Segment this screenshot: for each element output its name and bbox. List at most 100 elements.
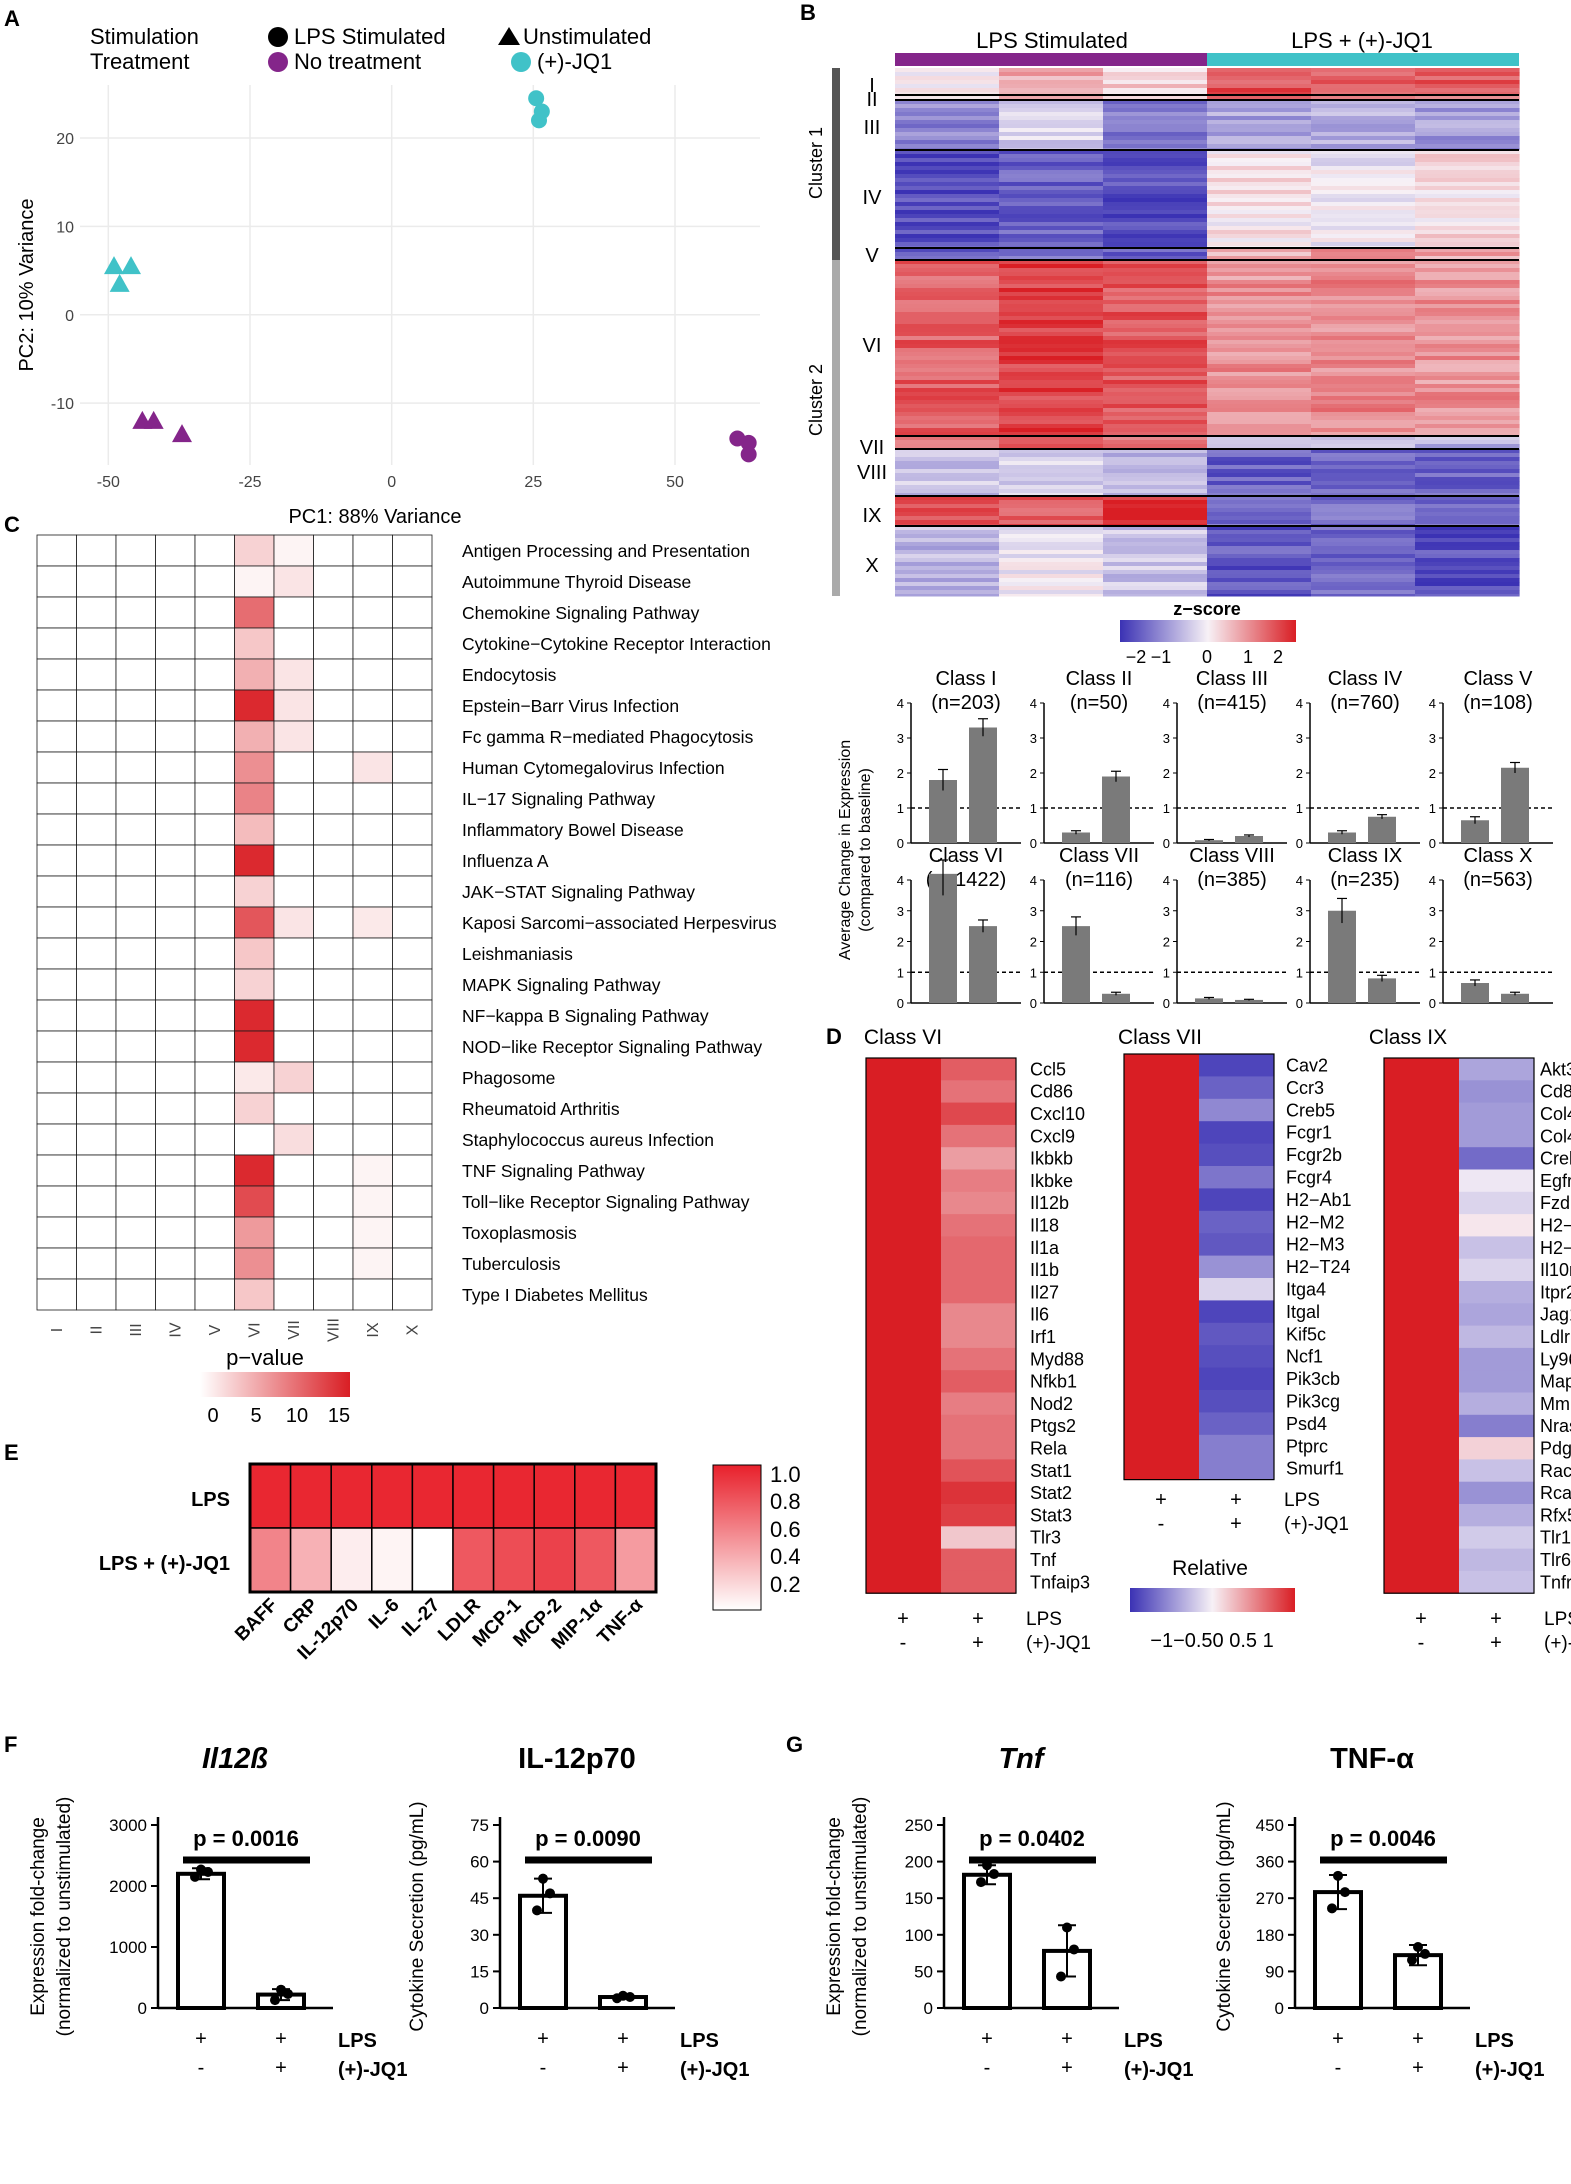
- data-point: [196, 1864, 206, 1875]
- heatmap-cell: [895, 404, 1000, 409]
- heatmap-cell: [1103, 554, 1208, 559]
- heatmap-cell: [1311, 202, 1416, 207]
- heatmap-cell: [999, 320, 1104, 325]
- heatmap-cell: [1207, 504, 1312, 509]
- class-bar-n: (n=235): [1330, 869, 1400, 891]
- heatmap-cell: [1415, 420, 1520, 425]
- heatmap-cell: [1415, 590, 1520, 595]
- heatmap-cell: [1415, 95, 1520, 100]
- heatmap-cell: [1311, 194, 1416, 199]
- heatmap-cell: [895, 284, 1000, 289]
- gene-label: Stat2: [1030, 1483, 1072, 1503]
- heatmap-cell: [1311, 530, 1416, 535]
- pathway-cell: [36, 1123, 77, 1156]
- data-point: [976, 1877, 986, 1888]
- heatmap-cell: [1103, 542, 1208, 547]
- y-tick-label: 60: [470, 1853, 489, 1872]
- heatmap-cell: [895, 140, 1000, 145]
- pathway-cell: [76, 565, 117, 598]
- heatmap-cell: [1207, 424, 1312, 429]
- pathway-cell: [115, 565, 156, 598]
- heatmap-cell: [1415, 174, 1520, 179]
- heatmap-cell: [895, 252, 1000, 257]
- heatmap-cell: [999, 284, 1104, 289]
- heatmap-cell: [1311, 469, 1416, 474]
- heatmap-cell: [999, 84, 1104, 89]
- heatmap-cell: [895, 256, 1000, 261]
- heatmap-cell-lps: [1124, 1054, 1199, 1077]
- heatmap-cell-jq1: [941, 1214, 1016, 1237]
- y-axis-label: (normalized to unstimulated): [850, 1797, 871, 2037]
- heatmap-cell: [1103, 104, 1208, 109]
- pca-points: [104, 90, 757, 463]
- gene-label: Tlr3: [1030, 1528, 1061, 1548]
- class-bar-title: Class I: [935, 668, 996, 690]
- heatmap-cell: [895, 512, 1000, 517]
- heatmap-cell: [1415, 116, 1520, 121]
- heatmap-cell: [1311, 586, 1416, 591]
- heatmap-cell: [1207, 116, 1312, 121]
- heatmap-cell: [1311, 174, 1416, 179]
- pathway-cell: [155, 1185, 196, 1218]
- pathway-cell: [392, 1216, 433, 1249]
- pathway-cell: [36, 968, 77, 1001]
- heatmap-cell-jq1: [1459, 1191, 1534, 1215]
- heatmap-cell: [999, 80, 1104, 85]
- heatmap-cell: [895, 380, 1000, 385]
- heatmap-cell: [1415, 526, 1520, 531]
- heatmap-cell: [1415, 368, 1520, 373]
- heatmap-cell: [1311, 526, 1416, 531]
- panel-letter-a: A: [4, 6, 20, 31]
- heatmap-cell: [895, 582, 1000, 587]
- cytokine-label: BAFF: [231, 1595, 282, 1646]
- heatmap-cell: [895, 84, 1000, 89]
- heatmap-cell: [999, 308, 1104, 313]
- heatmap-cell: [1207, 582, 1312, 587]
- cytokine-cell: [330, 1463, 373, 1529]
- bar: [962, 1872, 1012, 2010]
- lps-label: LPS: [1475, 2030, 1514, 2052]
- heatmap-cell: [999, 364, 1104, 369]
- pathway-label: Influenza A: [462, 851, 549, 871]
- heatmap-cell: [1415, 424, 1520, 429]
- pca-triangle-point: [104, 256, 124, 275]
- plus-sign: +: [1412, 2057, 1424, 2079]
- gene-label: Ccr3: [1286, 1078, 1324, 1098]
- heatmap-cell: [1207, 132, 1312, 137]
- heatmap-cell: [1207, 408, 1312, 413]
- class-bar-n: (n=108): [1463, 692, 1533, 714]
- heatmap-cell: [1103, 162, 1208, 167]
- cytokine-cell: [492, 1463, 535, 1529]
- heatmap-cell: [999, 416, 1104, 421]
- heatmap-cell: [1103, 364, 1208, 369]
- heatmap-cell: [1103, 449, 1208, 454]
- heatmap-cell: [1311, 190, 1416, 195]
- class-bar-title: Class III: [1196, 668, 1268, 690]
- heatmap-cell: [1415, 344, 1520, 349]
- heatmap-cell: [1207, 144, 1312, 149]
- cytokine-cell: [249, 1463, 292, 1529]
- heatmap-cell: [1311, 578, 1416, 583]
- heatmap-cell: [1103, 256, 1208, 261]
- heatmap-cell: [895, 158, 1000, 163]
- heatmap-cell: [895, 150, 1000, 155]
- p-value-label: p = 0.0046: [1330, 1826, 1436, 1851]
- heatmap-cell: [999, 92, 1104, 96]
- y-tick-label: 2: [1429, 766, 1436, 781]
- heatmap-cell: [895, 100, 1000, 105]
- bar: [1328, 832, 1356, 843]
- heatmap-cell: [895, 400, 1000, 405]
- heatmap-cell-lps: [866, 1548, 941, 1572]
- pathway-cell: [76, 1278, 117, 1311]
- heatmap-cell: [1103, 308, 1208, 313]
- cluster1-bracket: [832, 68, 840, 260]
- heatmap-cell: [1311, 300, 1416, 305]
- pathway-cell: [352, 565, 393, 598]
- heatmap-cell: [999, 504, 1104, 509]
- heatmap-cell: [1103, 92, 1208, 96]
- pathway-cell: [392, 751, 433, 784]
- heatmap-cell: [895, 128, 1000, 133]
- heatmap-cell: [1311, 512, 1416, 517]
- heatmap-cell: [999, 76, 1104, 81]
